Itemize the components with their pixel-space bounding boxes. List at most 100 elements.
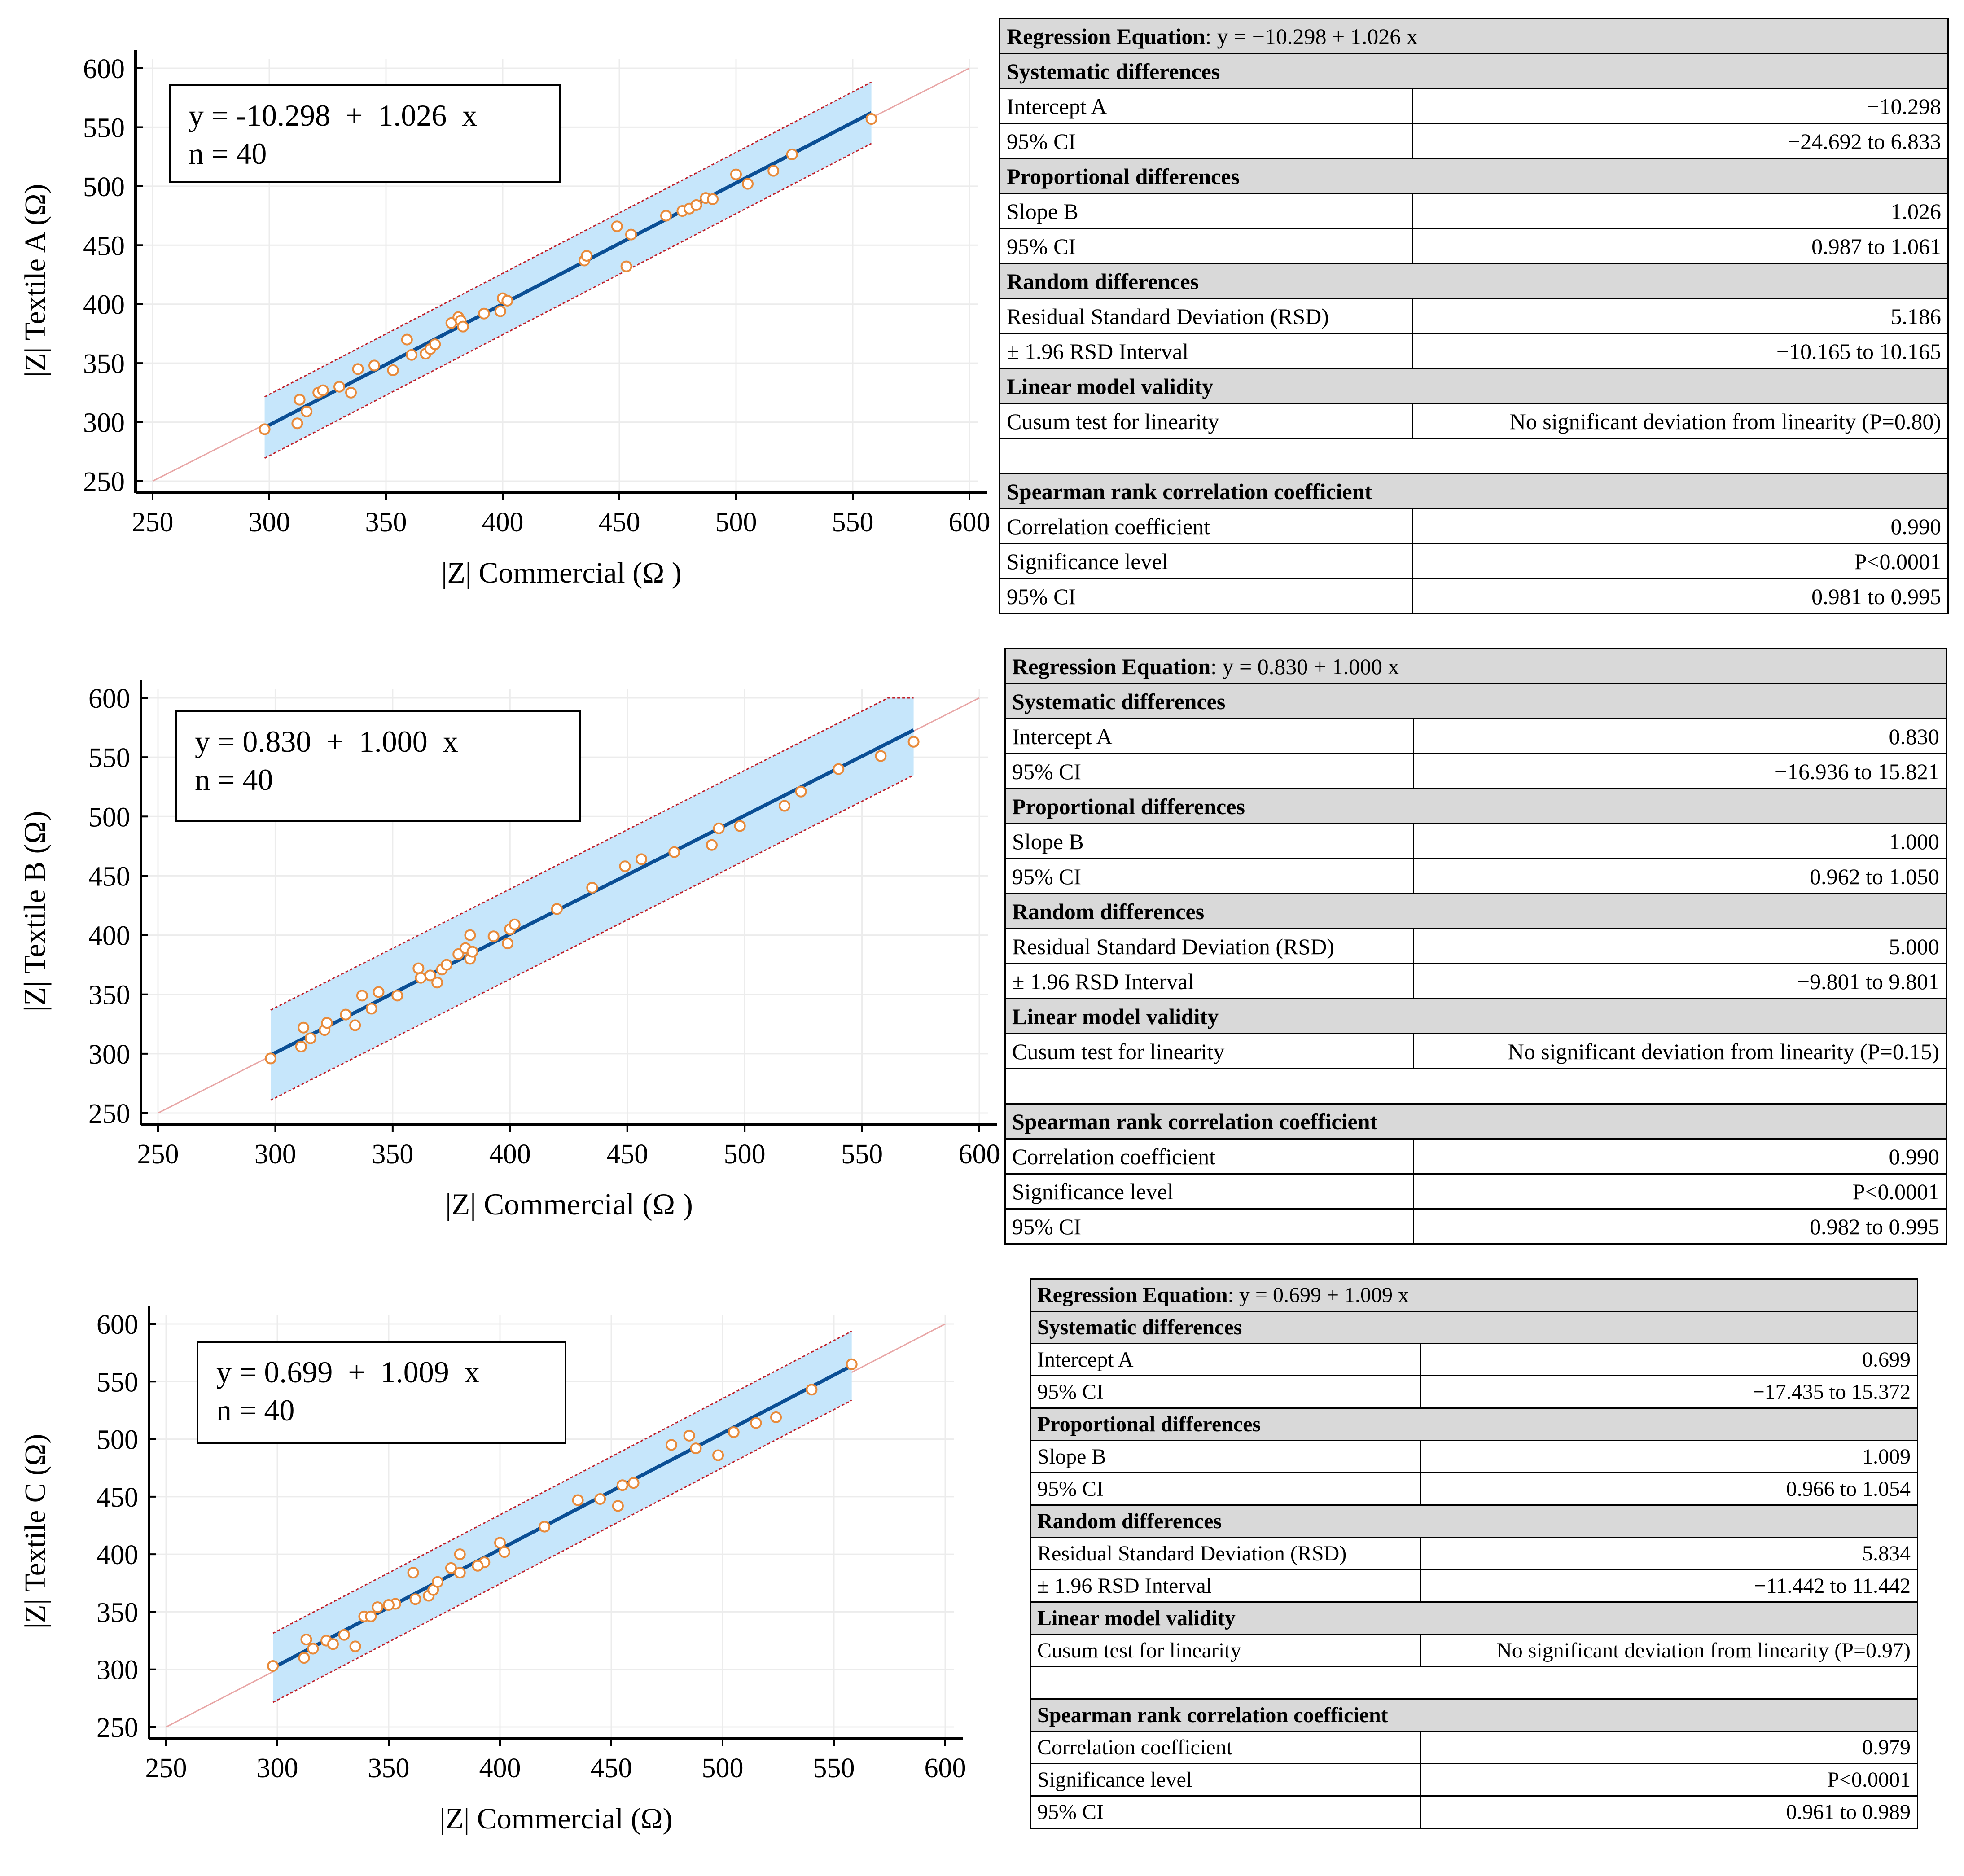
data-point [668,846,680,858]
x-tick-label: 450 [599,507,640,538]
annotation-equation: y = 0.830 + 1.000 x [195,724,458,758]
regression-equation-cell: Regression Equation: y = 0.830 + 1.000 x [1004,648,1947,684]
section-title: Linear model validity [1004,998,1947,1034]
data-point [387,364,399,376]
table-row: Correlation coefficient 0.979 [1030,1731,1918,1764]
row-label: Cusum test for linearity [999,403,1413,439]
x-tick-label: 500 [724,1139,766,1170]
data-point [340,1008,352,1021]
regression-equation-value: : y = 0.830 + 1.000 x [1210,653,1399,679]
y-tick-label: 500 [83,172,125,202]
data-point [321,1017,333,1029]
data-point [352,363,364,375]
section-title: Spearman rank correlation coefficient [1030,1698,1918,1732]
data-point [356,990,368,1002]
y-tick-label: 450 [88,861,130,892]
table-section-row: Linear model validity [999,368,1949,404]
data-point [795,785,807,798]
y-tick-label: 500 [88,802,130,833]
data-point [690,1442,702,1455]
data-point [338,1629,350,1641]
y-axis-title: |Z| Textile B (Ω) [18,811,52,1012]
x-tick-label: 500 [715,507,757,538]
row-value: 0.830 [1413,718,1947,754]
chart-plot-textile-c: 250 300 350 400 450 500 550 600 250 300 350 400 450 5… [19,1306,966,1835]
table-row: Residual Standard Deviation (RSD) 5.186 [999,298,1949,334]
y-tick-label: 300 [83,408,125,438]
data-point [770,1411,782,1423]
regression-stats-table-textile-b: Regression Equation: y = 0.830 + 1.000 x… [1004,648,1947,1245]
data-point [472,1560,484,1572]
table-row: Slope B 1.009 [1030,1440,1918,1473]
row-label: Residual Standard Deviation (RSD) [999,298,1413,334]
row-value: 1.000 [1413,823,1947,859]
table-row: 95% CI 0.961 to 0.989 [1030,1795,1918,1829]
row-value: P<0.0001 [1412,543,1949,579]
y-tick-label: 550 [96,1367,138,1398]
regression-equation-label: Regression Equation [1037,1283,1228,1307]
regression-line [263,111,872,430]
data-point [501,294,513,307]
data-point [625,228,637,241]
row-value: 0.979 [1420,1731,1918,1764]
x-axis-title: |Z| Commercial (Ω ) [445,1187,693,1221]
y-tick-label: 300 [88,1039,130,1070]
data-point [373,986,385,998]
table-row: Significance level P<0.0001 [1030,1763,1918,1797]
y-axis-title: |Z| Textile C (Ω) [19,1434,52,1629]
x-tick-label: 250 [132,507,174,538]
row-label: Slope B [1030,1440,1421,1473]
table-row: 95% CI 0.966 to 1.054 [1030,1472,1918,1506]
table-header-row: Regression Equation: y = −10.298 + 1.026… [999,18,1949,54]
row-value: −11.442 to 11.442 [1420,1569,1918,1603]
table-row: Residual Standard Deviation (RSD) 5.834 [1030,1537,1918,1570]
row-value: 0.699 [1420,1343,1918,1376]
data-point [406,349,418,361]
row-value: 0.981 to 0.995 [1412,578,1949,614]
table-row: Slope B 1.026 [999,193,1949,229]
y-tick-label: 400 [88,921,130,951]
regression-stats-table-textile-c: Regression Equation: y = 0.699 + 1.009 x… [1030,1278,1918,1829]
data-point [494,1537,506,1549]
section-title: Systematic differences [999,53,1949,89]
data-point [407,1567,419,1579]
y-tick-label: 450 [96,1482,138,1513]
row-label: Correlation coefficient [999,508,1413,544]
regression-equation-value: : y = −10.298 + 1.026 x [1205,23,1418,49]
x-tick-label: 500 [702,1753,744,1784]
y-tick-label: 250 [96,1713,138,1743]
data-point [298,1021,310,1034]
data-point [259,423,271,435]
x-tick-label: 350 [368,1753,410,1784]
row-value: 1.009 [1420,1440,1918,1473]
x-tick-label: 550 [841,1139,883,1170]
section-title: Proportional differences [1004,788,1947,824]
regression-equation-label: Regression Equation [1007,23,1206,49]
annotation-equation: y = 0.699 + 1.009 x [216,1355,480,1389]
row-value: −9.801 to 9.801 [1413,963,1947,999]
data-point [445,1562,457,1574]
section-title: Random differences [1030,1504,1918,1538]
row-label: 95% CI [1030,1795,1421,1829]
data-point [466,946,478,958]
data-point [612,1500,624,1512]
data-point [707,193,719,205]
y-tick-label: 300 [96,1655,138,1686]
row-value: 0.961 to 0.989 [1420,1795,1918,1829]
data-point [730,168,742,180]
data-point [464,929,476,941]
x-axis-title: |Z| Commercial (Ω) [440,1802,673,1835]
data-point [429,338,441,351]
table-section-row: Random differences [1004,893,1947,929]
data-point [581,250,593,262]
x-tick-label: 450 [606,1139,648,1170]
data-point [767,165,780,177]
row-value: 0.962 to 1.050 [1413,858,1947,894]
data-point [594,1493,606,1505]
row-label: Cusum test for linearity [1004,1033,1414,1069]
row-label: Residual Standard Deviation (RSD) [1030,1537,1421,1570]
band-lower-edge [264,143,872,459]
data-point [665,1439,677,1451]
data-point [742,178,754,190]
data-point [454,1548,466,1560]
